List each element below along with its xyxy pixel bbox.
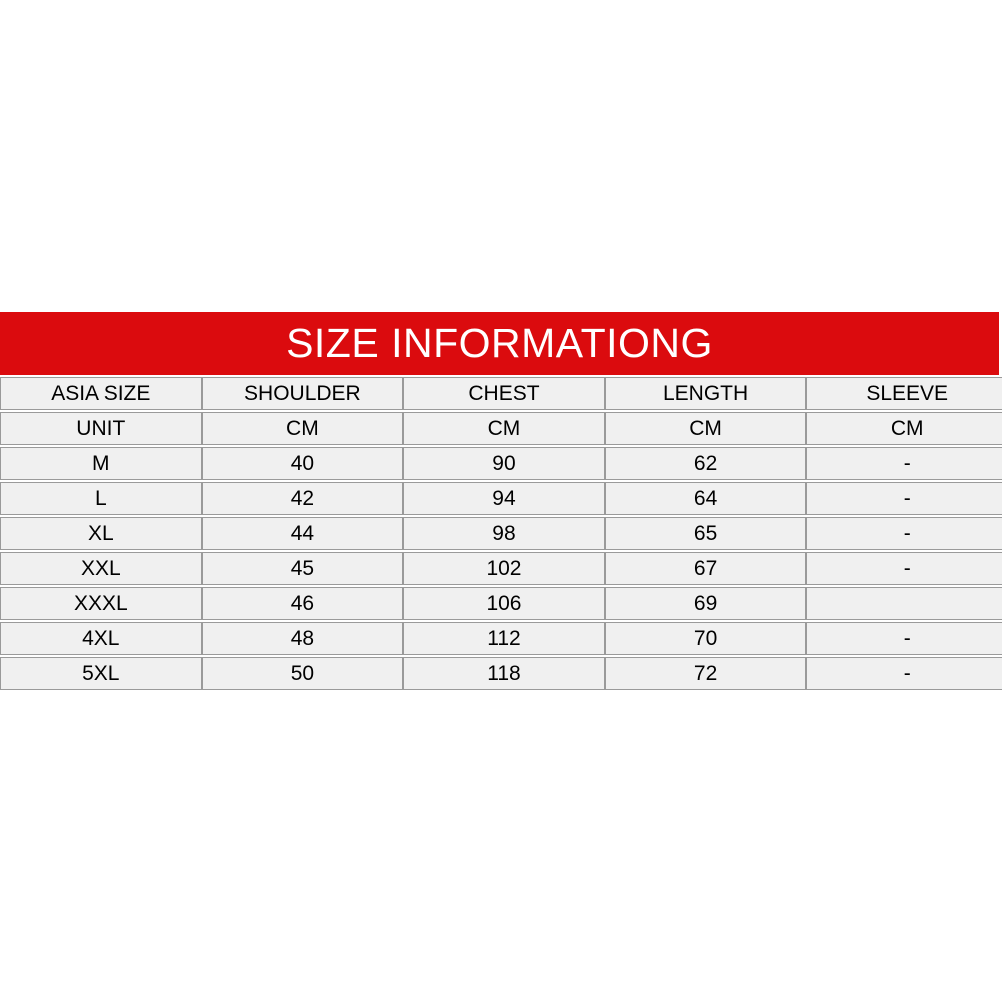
table-cell: 94 [403,482,605,515]
table-cell: 102 [403,552,605,585]
header-row: ASIA SIZE SHOULDER CHEST LENGTH SLEEVE [0,377,1002,410]
table-cell: 48 [201,622,404,655]
header-cell-sleeve: SLEEVE [806,377,1002,410]
table-cell: 46 [201,587,404,620]
unit-cell-label: UNIT [0,412,202,445]
size-cell: L [0,482,202,515]
banner-title: SIZE INFORMATIONG [286,320,713,366]
table-row-xxl: XXL 45 102 67 - [0,552,1002,585]
table-cell: 90 [403,447,605,480]
size-cell: M [0,447,202,480]
table-row-l: L 42 94 64 - [0,482,1002,515]
table-cell: 65 [604,517,807,550]
table-cell: 45 [201,552,404,585]
table-cell: - [806,657,1002,690]
table-cell: 72 [604,657,807,690]
size-cell: 5XL [0,657,202,690]
header-cell-shoulder: SHOULDER [201,377,404,410]
table-cell: 118 [403,657,605,690]
unit-cell-shoulder: CM [201,412,404,445]
table-cell [806,587,1002,620]
table-cell: - [806,552,1002,585]
table-cell: 98 [403,517,605,550]
unit-cell-sleeve: CM [806,412,1002,445]
table-cell: 106 [403,587,605,620]
table-cell: - [806,622,1002,655]
size-table: ASIA SIZE SHOULDER CHEST LENGTH SLEEVE U… [0,375,1002,692]
table-cell: 70 [604,622,807,655]
table-cell: 50 [201,657,404,690]
unit-row: UNIT CM CM CM CM [0,412,1002,445]
table-row-5xl: 5XL 50 118 72 - [0,657,1002,690]
unit-cell-chest: CM [403,412,605,445]
header-cell-chest: CHEST [403,377,605,410]
unit-cell-length: CM [604,412,807,445]
table-cell: 69 [604,587,807,620]
table-cell: - [806,517,1002,550]
table-cell: 67 [604,552,807,585]
size-information-banner: SIZE INFORMATIONG [0,312,999,375]
table-cell: 44 [201,517,404,550]
table-cell: 64 [604,482,807,515]
table-cell: 62 [604,447,807,480]
size-cell: XXL [0,552,202,585]
table-cell: 42 [201,482,404,515]
table-row-xxxl: XXXL 46 106 69 [0,587,1002,620]
table-cell: - [806,482,1002,515]
table-row-m: M 40 90 62 - [0,447,1002,480]
table-cell: 40 [201,447,404,480]
size-table-container: ASIA SIZE SHOULDER CHEST LENGTH SLEEVE U… [0,375,1002,692]
table-row-xl: XL 44 98 65 - [0,517,1002,550]
size-cell: 4XL [0,622,202,655]
header-cell-asia-size: ASIA SIZE [0,377,202,410]
table-cell: 112 [403,622,605,655]
size-cell: XL [0,517,202,550]
size-cell: XXXL [0,587,202,620]
table-cell: - [806,447,1002,480]
header-cell-length: LENGTH [604,377,807,410]
table-row-4xl: 4XL 48 112 70 - [0,622,1002,655]
